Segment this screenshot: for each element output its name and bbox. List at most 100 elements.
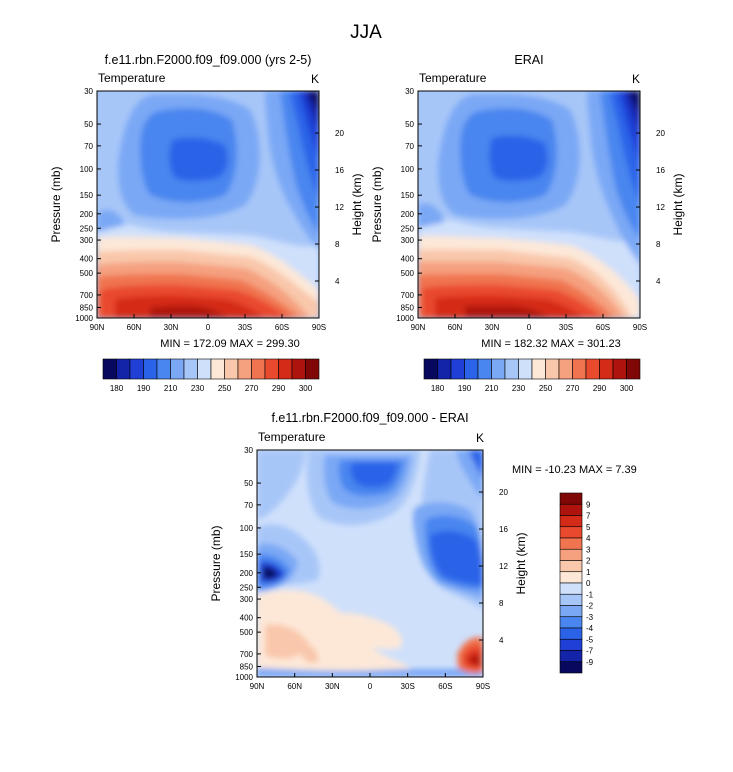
colorbar-label: 5 [586,523,591,532]
colorbar-swatch [559,616,583,629]
y-tick-label: 50 [405,120,414,129]
y-tick-label: 30 [84,87,93,96]
colorbar-swatch [183,358,198,380]
y-tick-label: 200 [240,569,254,578]
colorbar-swatch [559,627,583,640]
x-tick-label: 60S [596,323,610,332]
colorbar-label: 270 [245,384,259,393]
y2-tick-label: 12 [499,562,508,571]
y2-tick-label: 4 [656,277,661,286]
x-tick-label: 90S [633,323,647,332]
y2-axis-label: Height (km) [514,532,528,594]
stats-label: MIN = 182.32 MAX = 301.23 [481,338,620,350]
colorbar-swatch [278,358,293,380]
colorbar-swatch [477,358,492,380]
y2-tick-label: 16 [335,166,344,175]
colorbar-label: 1 [586,568,591,577]
y-tick-label: 250 [240,583,254,592]
y-tick-label: 1000 [235,673,253,682]
colorbar-label: 300 [299,384,313,393]
colorbar-swatch [129,358,144,380]
contour-field [418,91,640,318]
y2-tick-label: 16 [656,166,665,175]
colorbar-swatch [545,358,560,380]
colorbar-swatch [518,358,533,380]
colorbar-swatch [559,537,583,550]
y-axis-label: Pressure (mb) [370,166,384,242]
y2-tick-label: 8 [656,240,661,249]
colorbar-label: -2 [586,602,594,611]
x-tick-label: 90S [312,323,326,332]
colorbar-swatch [599,358,614,380]
y2-tick-label: 8 [499,599,504,608]
colorbar-label: 180 [110,384,124,393]
y2-tick-label: 20 [656,129,665,138]
colorbar-swatch [559,605,583,618]
stats-label: MIN = -10.23 MAX = 7.39 [512,464,637,476]
colorbar-swatch [423,358,438,380]
colorbar-swatch [572,358,587,380]
y2-tick-label: 4 [499,636,504,645]
x-tick-label: 90N [411,323,426,332]
colorbar-swatch [464,358,479,380]
colorbar-label: 180 [431,384,445,393]
variable-label: Temperature [419,71,487,85]
colorbar-label: 250 [539,384,553,393]
y-tick-label: 150 [240,550,254,559]
colorbar-swatch [102,358,117,380]
colorbar-label: -9 [586,658,594,667]
y-tick-label: 100 [240,524,254,533]
colorbar-swatch [612,358,627,380]
y-tick-label: 200 [401,210,415,219]
x-tick-label: 60S [275,323,289,332]
colorbar-swatch [237,358,252,380]
colorbar-swatch [170,358,185,380]
colorbar-label: -4 [586,624,594,633]
colorbar-label: 4 [586,534,591,543]
colorbar-label: 2 [586,557,591,566]
colorbar-label: -5 [586,635,594,644]
colorbar-swatch [197,358,212,380]
y-tick-label: 100 [401,165,415,174]
y2-tick-label: 16 [499,525,508,534]
y-tick-label: 150 [80,191,94,200]
colorbar-label: 270 [566,384,580,393]
colorbar-label: 230 [512,384,526,393]
y-tick-label: 70 [244,501,253,510]
y2-tick-label: 8 [335,240,340,249]
x-tick-label: 60S [438,682,452,691]
colorbar-swatch [210,358,225,380]
units-label: K [632,72,640,86]
panel-title: ERAI [514,53,543,67]
colorbar-swatch [559,560,583,573]
x-tick-label: 60N [127,323,142,332]
colorbar-swatch [559,548,583,561]
y2-tick-label: 4 [335,277,340,286]
y-tick-label: 250 [80,224,94,233]
colorbar-swatch [437,358,452,380]
colorbar-swatch [559,492,583,505]
contour-field [97,91,319,318]
panel-erai: ERAI Temperature K [417,53,641,350]
colorbar-swatch [558,358,573,380]
colorbar-label: 290 [272,384,286,393]
y-axis-label: Pressure (mb) [209,525,223,601]
x-tick-label: 60N [448,323,463,332]
colorbar-swatch [156,358,171,380]
y-tick-label: 1000 [396,314,414,323]
x-tick-label: 30N [164,323,179,332]
colorbar-swatch [450,358,465,380]
y-tick-label: 500 [401,269,415,278]
x-tick-label: 30S [401,682,415,691]
page-title: JJA [350,22,382,43]
colorbar-label: 7 [586,512,591,521]
variable-label: Temperature [258,430,326,444]
x-tick-label: 30N [325,682,340,691]
y-tick-label: 70 [405,142,414,151]
colorbar-label: 9 [586,500,591,509]
colorbar-swatch [116,358,131,380]
colorbar-swatch [491,358,506,380]
colorbar-label: 230 [191,384,205,393]
x-tick-label: 60N [287,682,302,691]
